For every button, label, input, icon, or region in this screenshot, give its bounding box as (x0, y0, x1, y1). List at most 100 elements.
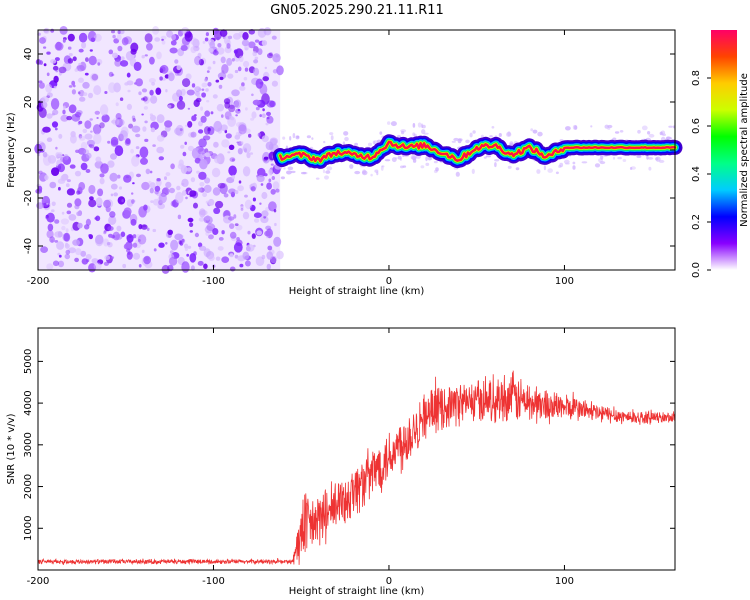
noise-speckle (267, 53, 273, 59)
noise-speckle (187, 107, 191, 110)
noise-speckle (63, 232, 71, 242)
noise-speckle (55, 146, 58, 150)
noise-speckle (231, 89, 240, 97)
noise-speckle (203, 184, 212, 193)
noise-speckle (202, 192, 208, 198)
noise-speckle (46, 72, 50, 77)
noise-speckle (93, 133, 102, 145)
track-halo (349, 164, 354, 169)
noise-speckle (133, 61, 142, 71)
track-halo (453, 137, 459, 141)
track-halo (572, 124, 578, 130)
noise-speckle (52, 65, 59, 71)
noise-speckle (79, 135, 86, 141)
noise-speckle (227, 73, 234, 79)
noise-speckle (197, 187, 202, 192)
noise-speckle (78, 134, 83, 139)
noise-speckle (76, 64, 85, 72)
noise-speckle (264, 230, 271, 237)
noise-speckle (66, 202, 73, 208)
noise-speckle (85, 169, 91, 173)
noise-speckle (194, 232, 199, 238)
noise-speckle (197, 260, 204, 266)
noise-speckle (276, 65, 284, 76)
snr-series-line (37, 370, 676, 566)
noise-speckle (221, 256, 230, 264)
noise-speckle (194, 91, 200, 97)
noise-speckle (46, 230, 54, 239)
track-halo (469, 132, 473, 138)
noise-speckle (116, 118, 125, 126)
noise-speckle (78, 77, 84, 83)
noise-speckle (213, 141, 219, 148)
noise-speckle (81, 41, 87, 49)
noise-speckle (204, 110, 211, 117)
noise-speckle (138, 91, 142, 96)
noise-speckle (212, 27, 219, 34)
noise-speckle (206, 70, 210, 73)
noise-speckle (50, 98, 60, 110)
track-halo (417, 122, 422, 128)
noise-speckle (117, 30, 121, 35)
noise-speckle (78, 48, 84, 53)
noise-speckle (46, 51, 51, 55)
track-halo (282, 136, 286, 140)
track-halo (367, 142, 373, 147)
noise-speckle (255, 106, 260, 111)
noise-speckle (123, 207, 132, 216)
noise-speckle (119, 130, 128, 141)
noise-speckle (241, 82, 245, 87)
spectrogram-noise-region (34, 26, 284, 274)
noise-speckle (42, 151, 48, 158)
noise-speckle (84, 120, 92, 129)
noise-speckle (189, 252, 197, 263)
track-halo (420, 165, 425, 169)
noise-speckle (99, 122, 105, 129)
noise-speckle (254, 218, 260, 223)
noise-speckle (150, 114, 156, 122)
noise-speckle (127, 89, 131, 93)
track-halo (325, 170, 331, 174)
noise-speckle (124, 82, 129, 86)
noise-speckle (148, 78, 156, 83)
noise-speckle (64, 253, 71, 260)
track-halo (655, 157, 659, 161)
noise-speckle (74, 198, 82, 207)
noise-speckle (72, 56, 77, 62)
noise-speckle (108, 233, 113, 238)
noise-speckle (78, 147, 87, 155)
track-halo (290, 170, 296, 174)
noise-speckle (114, 59, 122, 67)
noise-speckle (121, 199, 124, 203)
noise-speckle (84, 133, 93, 140)
noise-speckle (81, 258, 89, 265)
noise-speckle (218, 237, 224, 241)
noise-speckle (37, 185, 43, 192)
noise-speckle (252, 197, 256, 202)
x-tick-label: -200 (27, 576, 50, 587)
noise-speckle (253, 67, 260, 76)
noise-speckle (244, 194, 248, 198)
noise-speckle (132, 242, 138, 248)
track-halo (296, 135, 300, 138)
noise-speckle (262, 76, 270, 82)
noise-speckle (253, 59, 259, 64)
track-halo (399, 157, 402, 161)
noise-speckle (174, 59, 179, 64)
noise-speckle (43, 63, 47, 67)
track-halo (286, 170, 292, 175)
noise-speckle (132, 118, 136, 122)
track-halo (423, 132, 429, 135)
noise-speckle (261, 135, 269, 143)
track-halo (344, 136, 349, 142)
track-halo (280, 176, 285, 180)
noise-speckle (189, 230, 193, 233)
noise-speckle (112, 34, 116, 39)
noise-speckle (190, 265, 195, 271)
noise-speckle (141, 88, 148, 93)
noise-speckle (125, 138, 131, 145)
noise-speckle (238, 124, 247, 135)
track-halo (665, 136, 672, 140)
noise-speckle (165, 242, 168, 245)
noise-speckle (212, 60, 216, 65)
